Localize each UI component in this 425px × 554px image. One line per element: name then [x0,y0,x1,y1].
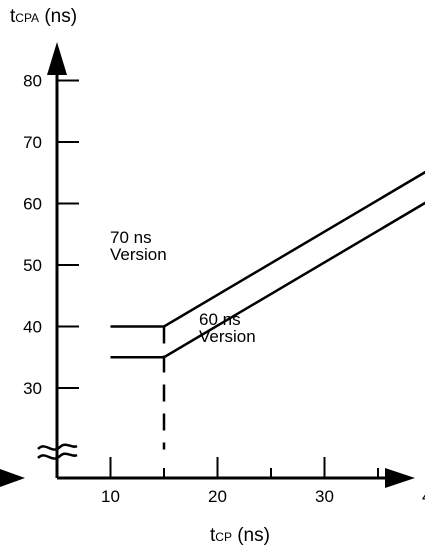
x-tick-label-20: 20 [208,487,227,506]
y-tick-label-30: 30 [23,379,42,398]
series-label-2-line-1: 60 ns [199,310,241,329]
x-tick-label-30: 30 [315,487,334,506]
x-axis-left-arrowhead [0,469,25,487]
y-tick-label-40: 40 [23,318,42,337]
series-label-2-line-2: Version [199,327,256,346]
axis-break-icon [37,443,78,460]
x-axis-title: tCP (ns) [210,525,270,546]
x-axis-title-main: t [210,525,216,546]
x-tick-label-40: 40 [422,487,425,506]
x-axis-arrowhead [385,468,415,488]
y-tick-label-60: 60 [23,195,42,214]
y-axis-title: tCPA (ns) [10,6,77,27]
y-tick-label-80: 80 [23,72,42,91]
y-axis-arrowhead [47,42,67,75]
y-axis-title-unit: (ns) [39,6,77,27]
series-line-1 [110,170,425,328]
series-label-1: 70 ns Version [110,228,167,264]
y-tick-label-50: 50 [23,256,42,275]
series-label-1-line-2: Version [110,245,167,264]
y-tick-label-70: 70 [23,133,42,152]
x-tick-label-10: 10 [101,487,120,506]
series-label-2: 60 ns Version [199,310,256,346]
y-axis-title-sub: CPA [15,11,39,25]
x-axis-title-unit: (ns) [232,525,270,546]
x-axis-title-sub: CP [215,530,232,544]
y-axis-title-main: t [10,6,16,27]
series-label-1-line-1: 70 ns [110,228,152,247]
